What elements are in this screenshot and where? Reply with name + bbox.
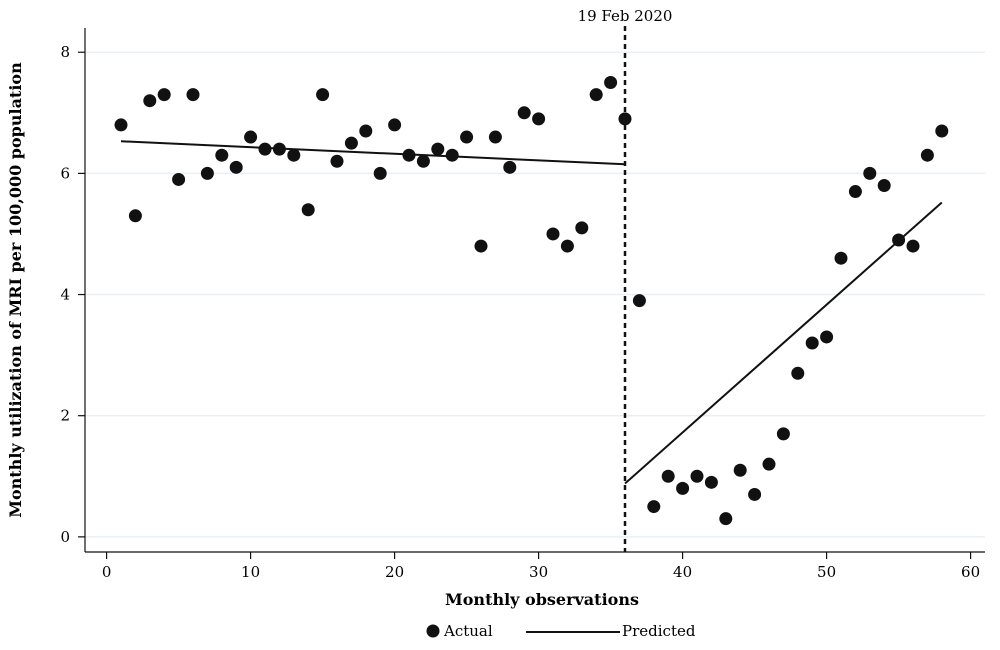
predicted-segment-1 xyxy=(120,140,626,166)
data-point-17 xyxy=(344,136,358,150)
data-point-44 xyxy=(733,463,747,477)
axes xyxy=(84,28,985,553)
data-point-22 xyxy=(416,154,430,168)
data-point-36 xyxy=(618,112,632,126)
data-point-12 xyxy=(272,142,286,156)
data-point-34 xyxy=(589,88,603,102)
data-point-19 xyxy=(373,166,387,180)
data-point-7 xyxy=(200,166,214,180)
y-ticks: 0 2 4 6 8 xyxy=(60,43,85,546)
data-point-28 xyxy=(503,160,517,174)
data-point-58 xyxy=(935,124,949,138)
y-tick-label-0: 0 xyxy=(60,528,70,546)
data-point-32 xyxy=(560,239,574,253)
grid-lines xyxy=(85,51,985,538)
data-point-33 xyxy=(575,221,589,235)
data-point-45 xyxy=(748,487,762,501)
data-point-50 xyxy=(820,330,834,344)
data-point-53 xyxy=(863,166,877,180)
data-point-38 xyxy=(647,500,661,514)
data-point-13 xyxy=(287,148,301,162)
x-tick-label-0: 0 xyxy=(102,563,112,581)
data-point-37 xyxy=(632,294,646,308)
predicted-segment-2 xyxy=(624,201,943,485)
x-ticks: 0 10 20 30 40 50 60 xyxy=(102,552,980,581)
data-point-27 xyxy=(488,130,502,144)
y-tick-label-8: 8 xyxy=(60,43,70,61)
data-point-46 xyxy=(762,457,776,471)
data-point-25 xyxy=(460,130,474,144)
y-tick-label-6: 6 xyxy=(60,164,70,182)
data-point-30 xyxy=(532,112,546,126)
data-point-21 xyxy=(402,148,416,162)
annotation-group: 19 Feb 2020 xyxy=(578,7,673,552)
data-point-41 xyxy=(690,469,704,483)
data-point-3 xyxy=(143,94,157,108)
data-point-15 xyxy=(316,88,330,102)
y-tick-label-4: 4 xyxy=(60,286,70,304)
data-point-54 xyxy=(877,179,891,193)
data-point-57 xyxy=(920,148,934,162)
data-point-5 xyxy=(172,172,186,186)
data-point-51 xyxy=(834,251,848,265)
data-point-48 xyxy=(791,366,805,380)
data-point-24 xyxy=(445,148,459,162)
x-tick-label-40: 40 xyxy=(673,563,692,581)
data-point-10 xyxy=(244,130,258,144)
legend-label-predicted: Predicted xyxy=(622,622,696,640)
data-point-8 xyxy=(215,148,229,162)
predicted-series xyxy=(120,140,943,485)
data-point-52 xyxy=(848,185,862,199)
data-point-23 xyxy=(431,142,445,156)
legend-marker-actual xyxy=(426,624,440,638)
data-point-42 xyxy=(704,475,718,489)
data-point-9 xyxy=(229,160,243,174)
data-point-39 xyxy=(661,469,675,483)
data-point-31 xyxy=(546,227,560,241)
data-point-26 xyxy=(474,239,488,253)
data-point-47 xyxy=(776,427,790,441)
x-tick-label-10: 10 xyxy=(241,563,260,581)
intervention-label: 19 Feb 2020 xyxy=(578,7,673,25)
legend-label-actual: Actual xyxy=(443,622,493,640)
data-point-43 xyxy=(719,512,733,526)
actual-series xyxy=(114,76,949,526)
data-point-4 xyxy=(157,88,171,102)
x-tick-label-50: 50 xyxy=(817,563,836,581)
x-axis-title: Monthly observations xyxy=(445,590,639,609)
data-point-18 xyxy=(359,124,373,138)
data-point-1 xyxy=(114,118,128,132)
x-tick-label-30: 30 xyxy=(529,563,548,581)
y-axis-title: Monthly utilization of MRI per 100,000 p… xyxy=(6,62,25,518)
data-point-16 xyxy=(330,154,344,168)
x-tick-label-60: 60 xyxy=(961,563,980,581)
x-tick-label-20: 20 xyxy=(385,563,404,581)
legend: Actual Predicted xyxy=(426,622,696,640)
y-tick-label-2: 2 xyxy=(60,407,70,425)
data-point-6 xyxy=(186,88,200,102)
data-point-49 xyxy=(805,336,819,350)
data-point-35 xyxy=(604,76,618,90)
data-point-56 xyxy=(906,239,920,253)
data-point-55 xyxy=(892,233,906,247)
data-point-29 xyxy=(517,106,531,120)
data-point-11 xyxy=(258,142,272,156)
data-point-20 xyxy=(388,118,402,132)
data-point-14 xyxy=(301,203,315,217)
data-point-2 xyxy=(128,209,142,223)
data-point-40 xyxy=(676,481,690,495)
